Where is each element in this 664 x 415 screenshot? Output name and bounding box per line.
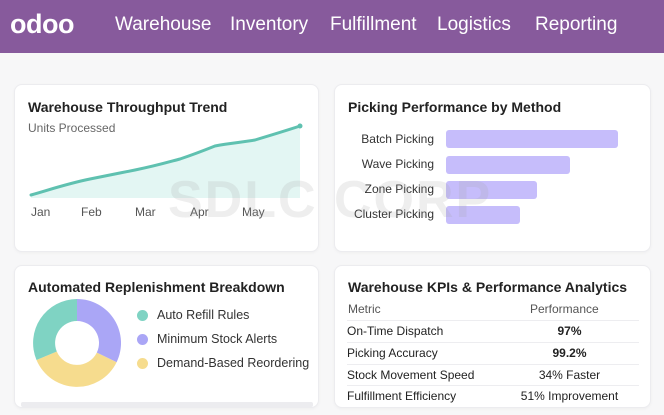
nav-reporting[interactable]: Reporting xyxy=(535,14,618,35)
nav-fulfillment[interactable]: Fulfillment xyxy=(330,14,417,35)
legend-label: Auto Refill Rules xyxy=(157,308,250,322)
bar-wave-picking xyxy=(446,156,570,174)
table-row: Stock Movement Speed 34% Faster xyxy=(347,364,639,385)
kpi-value: 99.2% xyxy=(552,346,587,360)
kpi-metric: Picking Accuracy xyxy=(347,346,438,360)
kpi-card xyxy=(334,265,651,408)
bar-label: Zone Picking xyxy=(364,182,434,196)
table-row: On-Time Dispatch 97% xyxy=(347,320,639,341)
kpi-value: 97% xyxy=(557,324,582,338)
picking-title: Picking Performance by Method xyxy=(348,99,562,115)
kpi-value: 51% Improvement xyxy=(520,389,619,403)
month-label: Apr xyxy=(190,205,209,219)
odoo-logo[interactable]: odoo xyxy=(10,9,74,39)
legend-dot-auto-refill xyxy=(137,310,148,321)
legend-label: Demand-Based Reordering xyxy=(157,356,310,370)
month-label: May xyxy=(242,205,265,219)
top-nav-bar: odoo Warehouse Inventory Fulfillment Log… xyxy=(0,0,664,53)
kpi-value: 34% Faster xyxy=(538,368,601,382)
legend-label: Minimum Stock Alerts xyxy=(157,332,278,346)
kpi-header-metric: Metric xyxy=(348,302,381,316)
bar-zone-picking xyxy=(446,181,537,199)
bar-cluster-picking xyxy=(446,206,520,224)
replenishment-title: Automated Replenishment Breakdown xyxy=(28,279,285,295)
kpi-metric: Fulfillment Efficiency xyxy=(347,389,457,403)
nav-logistics[interactable]: Logistics xyxy=(437,14,511,35)
table-row: Picking Accuracy 99.2% xyxy=(347,342,639,363)
bar-label: Batch Picking xyxy=(361,132,434,146)
kpi-title: Warehouse KPIs & Performance Analytics xyxy=(348,279,628,295)
month-label: Mar xyxy=(135,205,156,219)
kpi-metric: Stock Movement Speed xyxy=(347,368,475,382)
bar-label: Wave Picking xyxy=(361,157,434,171)
bar-label: Cluster Picking xyxy=(353,207,434,221)
kpi-header-performance: Performance xyxy=(530,302,599,316)
month-label: Feb xyxy=(81,205,102,219)
legend-dot-demand-based xyxy=(137,358,148,369)
month-label: Jan xyxy=(31,205,51,219)
legend-dot-min-stock xyxy=(137,334,148,345)
nav-warehouse[interactable]: Warehouse xyxy=(115,14,212,35)
replenishment-donut-chart xyxy=(33,299,121,387)
nav-inventory[interactable]: Inventory xyxy=(230,14,309,35)
table-row: Fulfillment Efficiency 51% Improvement xyxy=(347,385,639,406)
horizontal-scrollbar[interactable] xyxy=(21,402,313,407)
kpi-metric: On-Time Dispatch xyxy=(347,324,444,338)
bar-batch-picking xyxy=(446,130,618,148)
throughput-subtitle: Units Processed xyxy=(28,121,116,135)
throughput-title: Warehouse Throughput Trend xyxy=(28,99,228,115)
